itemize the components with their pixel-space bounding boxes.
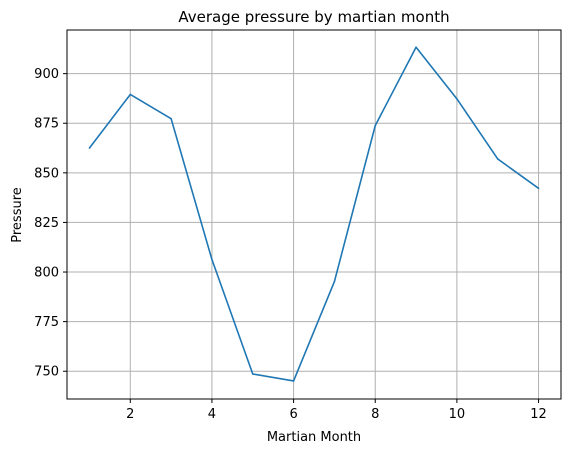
data-point bbox=[415, 46, 417, 49]
x-tick-label: 2 bbox=[126, 407, 134, 422]
series-line bbox=[88, 46, 540, 382]
y-tick-label: 900 bbox=[34, 67, 59, 82]
data-point bbox=[496, 158, 499, 160]
x-axis-ticks: 2 4 6 8 10 12 bbox=[126, 399, 547, 422]
data-point bbox=[537, 187, 540, 190]
data-point bbox=[456, 98, 458, 100]
x-tick-label: 4 bbox=[208, 407, 216, 422]
y-tick-label: 850 bbox=[34, 166, 59, 181]
x-tick-label: 12 bbox=[530, 407, 547, 422]
y-tick-label: 825 bbox=[34, 216, 59, 231]
chart-title: Average pressure by martian month bbox=[178, 8, 449, 26]
y-axis-label: Pressure bbox=[10, 187, 25, 243]
x-tick-label: 8 bbox=[371, 407, 379, 422]
y-tick-label: 775 bbox=[34, 315, 59, 330]
data-point bbox=[374, 124, 377, 127]
data-point bbox=[211, 258, 213, 261]
y-axis-ticks: 750 775 800 825 850 875 900 bbox=[34, 67, 67, 380]
data-point bbox=[292, 380, 295, 382]
data-point bbox=[170, 117, 172, 120]
y-tick-label: 750 bbox=[34, 365, 59, 380]
plot-frame bbox=[66, 29, 562, 400]
data-point bbox=[88, 147, 91, 149]
y-tick-label: 875 bbox=[34, 117, 59, 132]
x-tick-label: 6 bbox=[289, 407, 297, 422]
x-tick-label: 10 bbox=[449, 407, 466, 422]
data-point bbox=[333, 280, 336, 283]
series-group bbox=[88, 46, 540, 382]
y-gridlines bbox=[67, 73, 561, 372]
x-gridlines bbox=[129, 30, 540, 399]
y-tick-label: 800 bbox=[34, 266, 59, 281]
data-point bbox=[129, 93, 132, 96]
data-point bbox=[251, 373, 254, 375]
x-axis-label: Martian Month bbox=[267, 430, 361, 445]
